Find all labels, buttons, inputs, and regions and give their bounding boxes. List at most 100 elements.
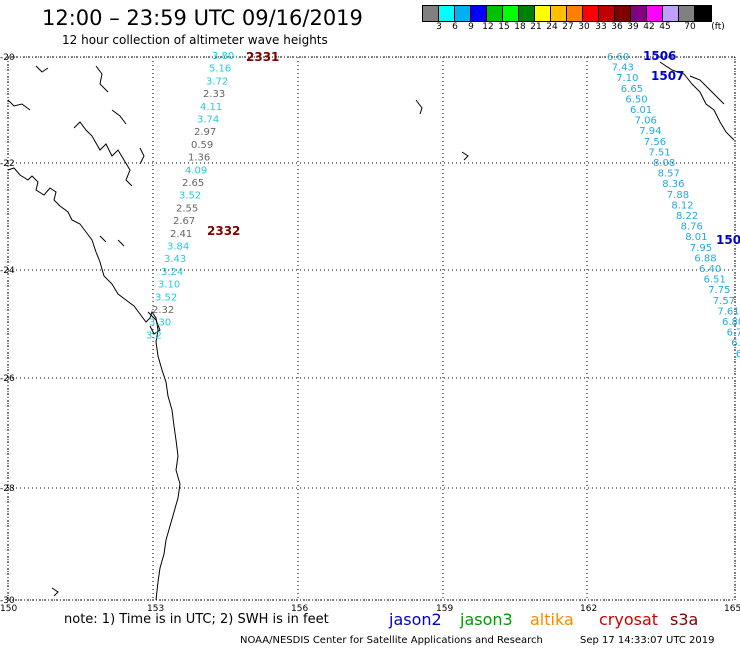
scale-label: 9 — [468, 22, 474, 32]
coastline-segment — [51, 587, 59, 597]
wave-height-value: 2.97 — [194, 127, 216, 138]
wave-height-value: 8.57 — [658, 169, 680, 180]
wave-height-value: 4.09 — [185, 165, 207, 176]
wave-height-value: 7.06 — [635, 116, 657, 127]
coastline-segment — [147, 311, 161, 335]
wave-height-value: 2.65 — [182, 178, 204, 189]
scale-label: 18 — [514, 22, 526, 32]
scale-swatch — [487, 6, 503, 21]
wave-height-value: 6.50 — [731, 338, 740, 349]
wave-height-value: 4.11 — [200, 102, 222, 113]
credit-line: NOAA/NESDIS Center for Satellite Applica… — [240, 635, 543, 646]
wave-height-value: 2.67 — [173, 216, 195, 227]
wave-height-value: 7.95 — [690, 243, 712, 254]
satellite-label: altika — [530, 610, 574, 629]
track-id-label: 1506 — [643, 49, 676, 63]
satellite-label: s3a — [670, 610, 699, 629]
scale-swatch — [631, 6, 647, 21]
coastline-segment — [99, 235, 107, 243]
wave-height-value: 6.01 — [630, 105, 652, 116]
wave-height-value: 8.22 — [676, 211, 698, 222]
satellite-label: jason3 — [460, 610, 513, 629]
lat-lon-grid — [7, 56, 736, 601]
scale-label: 33 — [595, 22, 607, 32]
wave-height-value: 3.2 — [146, 330, 162, 341]
coastline-segment — [659, 61, 735, 141]
track-id-label: 1507 — [651, 69, 684, 83]
scale-label: 15 — [498, 22, 510, 32]
satellite-label: jason2 — [389, 610, 442, 629]
wave-height-value: 3.10 — [158, 280, 180, 291]
scale-label: 6 — [452, 22, 458, 32]
wave-height-value: 2.33 — [203, 89, 225, 100]
wave-height-value: 8.76 — [681, 222, 703, 233]
wave-height-value: 6.50 — [625, 94, 647, 105]
scale-swatch — [423, 6, 439, 21]
altimeter-tracks: 3.80 5.163.72 2.33 4.11 3.742.97 0.59 1.364.09… — [146, 49, 740, 360]
scale-label: 30 — [578, 22, 590, 32]
wave-height-value: 6.80 — [722, 317, 740, 328]
scale-unit: (ft) — [711, 22, 725, 32]
track-id-label: 2331 — [246, 50, 279, 64]
coastline-segment — [111, 109, 127, 125]
scale-swatch — [519, 6, 535, 21]
track-id-label: 2332 — [207, 224, 240, 238]
wave-height-value: 5.16 — [209, 64, 231, 75]
wave-height-value: 7.56 — [644, 137, 666, 148]
scale-label: 24 — [546, 22, 558, 32]
scale-swatch — [647, 6, 663, 21]
wave-height-value: 6.65 — [621, 84, 643, 95]
scale-swatch — [583, 6, 599, 21]
latitude-label: -28 — [0, 484, 15, 494]
wave-height-value: 6.88 — [694, 253, 716, 264]
coastline-segment — [139, 147, 145, 165]
wave-height-value: 6.75 — [727, 328, 740, 339]
wave-height-value: 3.84 — [167, 242, 189, 253]
wave-height-value: 6.2 — [736, 349, 740, 360]
coastline-segment — [95, 65, 109, 93]
scale-swatch — [663, 6, 679, 21]
scale-swatch — [455, 6, 471, 21]
track-id-label: 150 — [716, 233, 740, 247]
scale-label: 70 — [684, 22, 696, 32]
longitude-label: 162 — [580, 604, 597, 614]
wave-height-value: 6.51 — [704, 275, 726, 286]
wave-height-value: 2.41 — [170, 229, 192, 240]
latitude-label: -20 — [0, 53, 15, 63]
latitude-label: -24 — [0, 266, 15, 276]
wave-height-value: 3.30 — [149, 318, 171, 329]
satellite-label: cryosat — [599, 610, 659, 629]
scale-swatch — [599, 6, 615, 21]
latitude-label: -30 — [0, 596, 15, 606]
coastline — [7, 61, 735, 601]
footer-note: note: 1) Time is in UTC; 2) SWH is in fe… — [64, 612, 329, 627]
coastline-segment — [117, 239, 125, 247]
wave-height-value: 8.36 — [662, 179, 684, 190]
wave-height-value: 0.59 — [191, 140, 213, 151]
coastline-segment — [415, 99, 423, 115]
latitude-label: -26 — [0, 374, 15, 384]
wave-height-value: 3.43 — [164, 254, 186, 265]
wave-height-value: 8.01 — [685, 232, 707, 243]
wave-height-value: 8.08 — [653, 158, 675, 169]
color-scale-bar — [422, 5, 712, 22]
wave-height-value: 7.51 — [648, 147, 670, 158]
coastline-segment — [461, 151, 469, 161]
wave-height-value: 7.57 — [713, 296, 735, 307]
scale-swatch — [503, 6, 519, 21]
wave-height-value: 6.60 — [607, 52, 629, 63]
scale-swatch — [439, 6, 455, 21]
longitude-label: 159 — [436, 604, 453, 614]
wave-height-value: 3.80 — [212, 51, 234, 62]
wave-height-value: 1.36 — [188, 153, 210, 164]
scale-label: 12 — [482, 22, 494, 32]
longitude-label: 165 — [724, 604, 740, 614]
wave-height-value: 6.40 — [699, 264, 721, 275]
map-subtitle: 12 hour collection of altimeter wave hei… — [62, 33, 328, 47]
wave-height-value: 7.75 — [708, 285, 730, 296]
scale-swatch — [471, 6, 487, 21]
wave-height-value: 7.88 — [667, 190, 689, 201]
wave-height-value: 3.24 — [161, 267, 183, 278]
coastline-segment — [7, 167, 181, 601]
